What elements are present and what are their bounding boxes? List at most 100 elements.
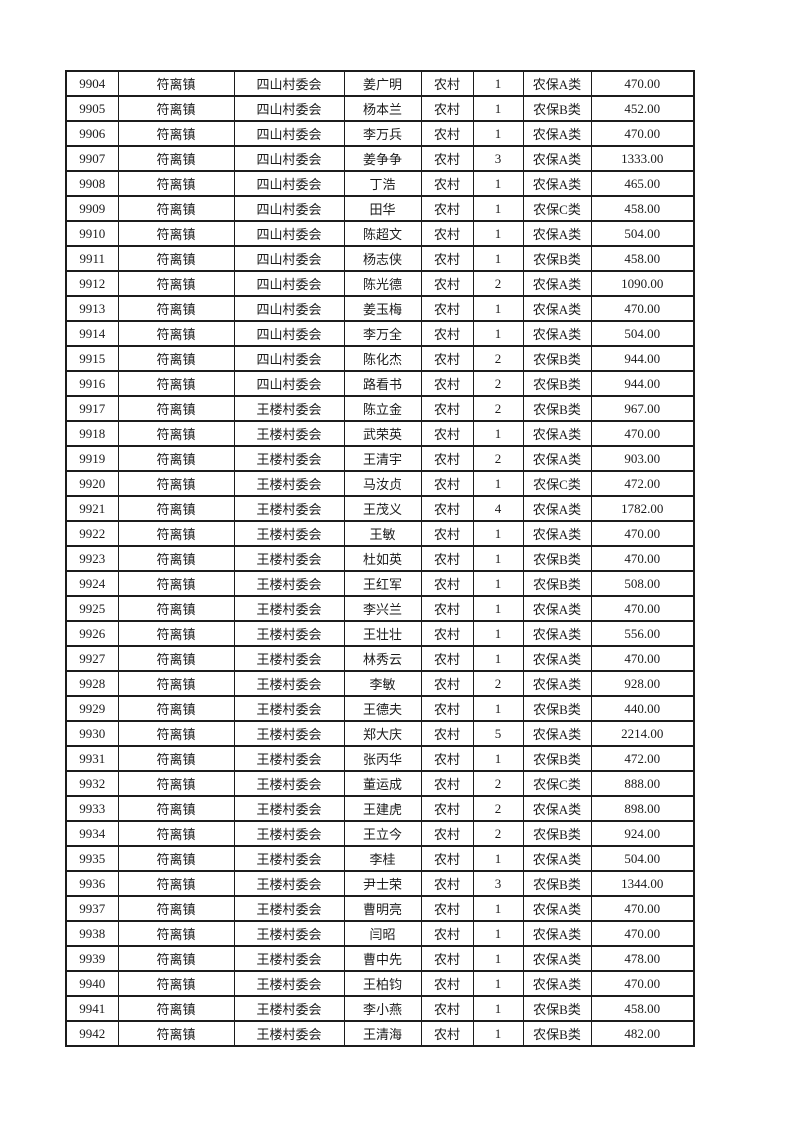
table-row: 9914 符离镇 四山村委会 李万全 农村 1 农保A类 504.00 [65,320,695,347]
table-row: 9941 符离镇 王楼村委会 李小燕 农村 1 农保B类 458.00 [65,995,695,1022]
cell-amount: 903.00 [590,445,695,472]
cell-residence-type: 农村 [420,945,474,972]
cell-person-name: 杨志侠 [343,245,422,272]
cell-insurance-category: 农保A类 [522,920,592,947]
cell-amount: 470.00 [590,545,695,572]
cell-insurance-category: 农保A类 [522,420,592,447]
cell-insurance-category: 农保C类 [522,470,592,497]
cell-serial-number: 9924 [65,570,119,597]
cell-village-committee: 王楼村委会 [233,395,345,422]
cell-serial-number: 9908 [65,170,119,197]
cell-serial-number: 9936 [65,870,119,897]
cell-village-committee: 王楼村委会 [233,420,345,447]
cell-amount: 465.00 [590,170,695,197]
cell-person-name: 陈立金 [343,395,422,422]
cell-person-name: 李小燕 [343,995,422,1022]
cell-serial-number: 9921 [65,495,119,522]
cell-insurance-category: 农保B类 [522,570,592,597]
cell-insurance-category: 农保A类 [522,595,592,622]
cell-insurance-category: 农保A类 [522,970,592,997]
cell-person-count: 1 [472,295,524,322]
cell-residence-type: 农村 [420,470,474,497]
cell-person-count: 2 [472,770,524,797]
cell-residence-type: 农村 [420,895,474,922]
cell-amount: 470.00 [590,520,695,547]
cell-amount: 470.00 [590,595,695,622]
cell-amount: 1782.00 [590,495,695,522]
table-row: 9933 符离镇 王楼村委会 王建虎 农村 2 农保A类 898.00 [65,795,695,822]
cell-person-name: 王清宇 [343,445,422,472]
cell-town: 符离镇 [117,870,235,897]
cell-residence-type: 农村 [420,595,474,622]
cell-village-committee: 王楼村委会 [233,845,345,872]
cell-person-count: 1 [472,220,524,247]
cell-serial-number: 9934 [65,820,119,847]
records-table-body: 9904 符离镇 四山村委会 姜广明 农村 1 农保A类 470.00 9905 符离镇 四山村委会… [65,70,695,1047]
cell-village-committee: 王楼村委会 [233,770,345,797]
cell-person-count: 1 [472,95,524,122]
cell-person-count: 2 [472,345,524,372]
cell-amount: 504.00 [590,320,695,347]
cell-village-committee: 王楼村委会 [233,820,345,847]
cell-serial-number: 9904 [65,70,119,97]
cell-town: 符离镇 [117,420,235,447]
cell-residence-type: 农村 [420,570,474,597]
cell-village-committee: 王楼村委会 [233,870,345,897]
cell-amount: 470.00 [590,120,695,147]
cell-amount: 472.00 [590,470,695,497]
cell-amount: 470.00 [590,70,695,97]
cell-town: 符离镇 [117,370,235,397]
cell-town: 符离镇 [117,345,235,372]
cell-person-name: 王茂义 [343,495,422,522]
cell-town: 符离镇 [117,470,235,497]
table-row: 9929 符离镇 王楼村委会 王德夫 农村 1 农保B类 440.00 [65,695,695,722]
table-row: 9931 符离镇 王楼村委会 张丙华 农村 1 农保B类 472.00 [65,745,695,772]
table-row: 9923 符离镇 王楼村委会 杜如英 农村 1 农保B类 470.00 [65,545,695,572]
cell-amount: 470.00 [590,295,695,322]
cell-residence-type: 农村 [420,870,474,897]
cell-insurance-category: 农保B类 [522,395,592,422]
table-row: 9911 符离镇 四山村委会 杨志侠 农村 1 农保B类 458.00 [65,245,695,272]
table-row: 9909 符离镇 四山村委会 田华 农村 1 农保C类 458.00 [65,195,695,222]
cell-person-count: 2 [472,820,524,847]
cell-person-count: 2 [472,795,524,822]
cell-village-committee: 王楼村委会 [233,545,345,572]
cell-town: 符离镇 [117,645,235,672]
cell-person-count: 1 [472,245,524,272]
cell-insurance-category: 农保B类 [522,870,592,897]
cell-person-count: 2 [472,445,524,472]
cell-village-committee: 四山村委会 [233,220,345,247]
cell-person-count: 1 [472,945,524,972]
cell-serial-number: 9942 [65,1020,119,1047]
cell-person-name: 王德夫 [343,695,422,722]
cell-residence-type: 农村 [420,345,474,372]
cell-residence-type: 农村 [420,145,474,172]
cell-person-count: 3 [472,870,524,897]
cell-town: 符离镇 [117,845,235,872]
cell-residence-type: 农村 [420,720,474,747]
cell-village-committee: 王楼村委会 [233,470,345,497]
cell-serial-number: 9912 [65,270,119,297]
cell-person-name: 李桂 [343,845,422,872]
cell-residence-type: 农村 [420,295,474,322]
cell-amount: 2214.00 [590,720,695,747]
cell-serial-number: 9922 [65,520,119,547]
cell-amount: 928.00 [590,670,695,697]
cell-serial-number: 9926 [65,620,119,647]
cell-town: 符离镇 [117,70,235,97]
table-row: 9905 符离镇 四山村委会 杨本兰 农村 1 农保B类 452.00 [65,95,695,122]
cell-village-committee: 四山村委会 [233,70,345,97]
table-row: 9924 符离镇 王楼村委会 王红军 农村 1 农保B类 508.00 [65,570,695,597]
cell-town: 符离镇 [117,195,235,222]
cell-amount: 944.00 [590,345,695,372]
cell-town: 符离镇 [117,395,235,422]
cell-village-committee: 王楼村委会 [233,720,345,747]
cell-amount: 470.00 [590,895,695,922]
cell-insurance-category: 农保B类 [522,820,592,847]
cell-amount: 470.00 [590,420,695,447]
cell-person-name: 董运成 [343,770,422,797]
cell-person-name: 马汝贞 [343,470,422,497]
cell-person-count: 5 [472,720,524,747]
cell-insurance-category: 农保A类 [522,620,592,647]
cell-village-committee: 王楼村委会 [233,795,345,822]
